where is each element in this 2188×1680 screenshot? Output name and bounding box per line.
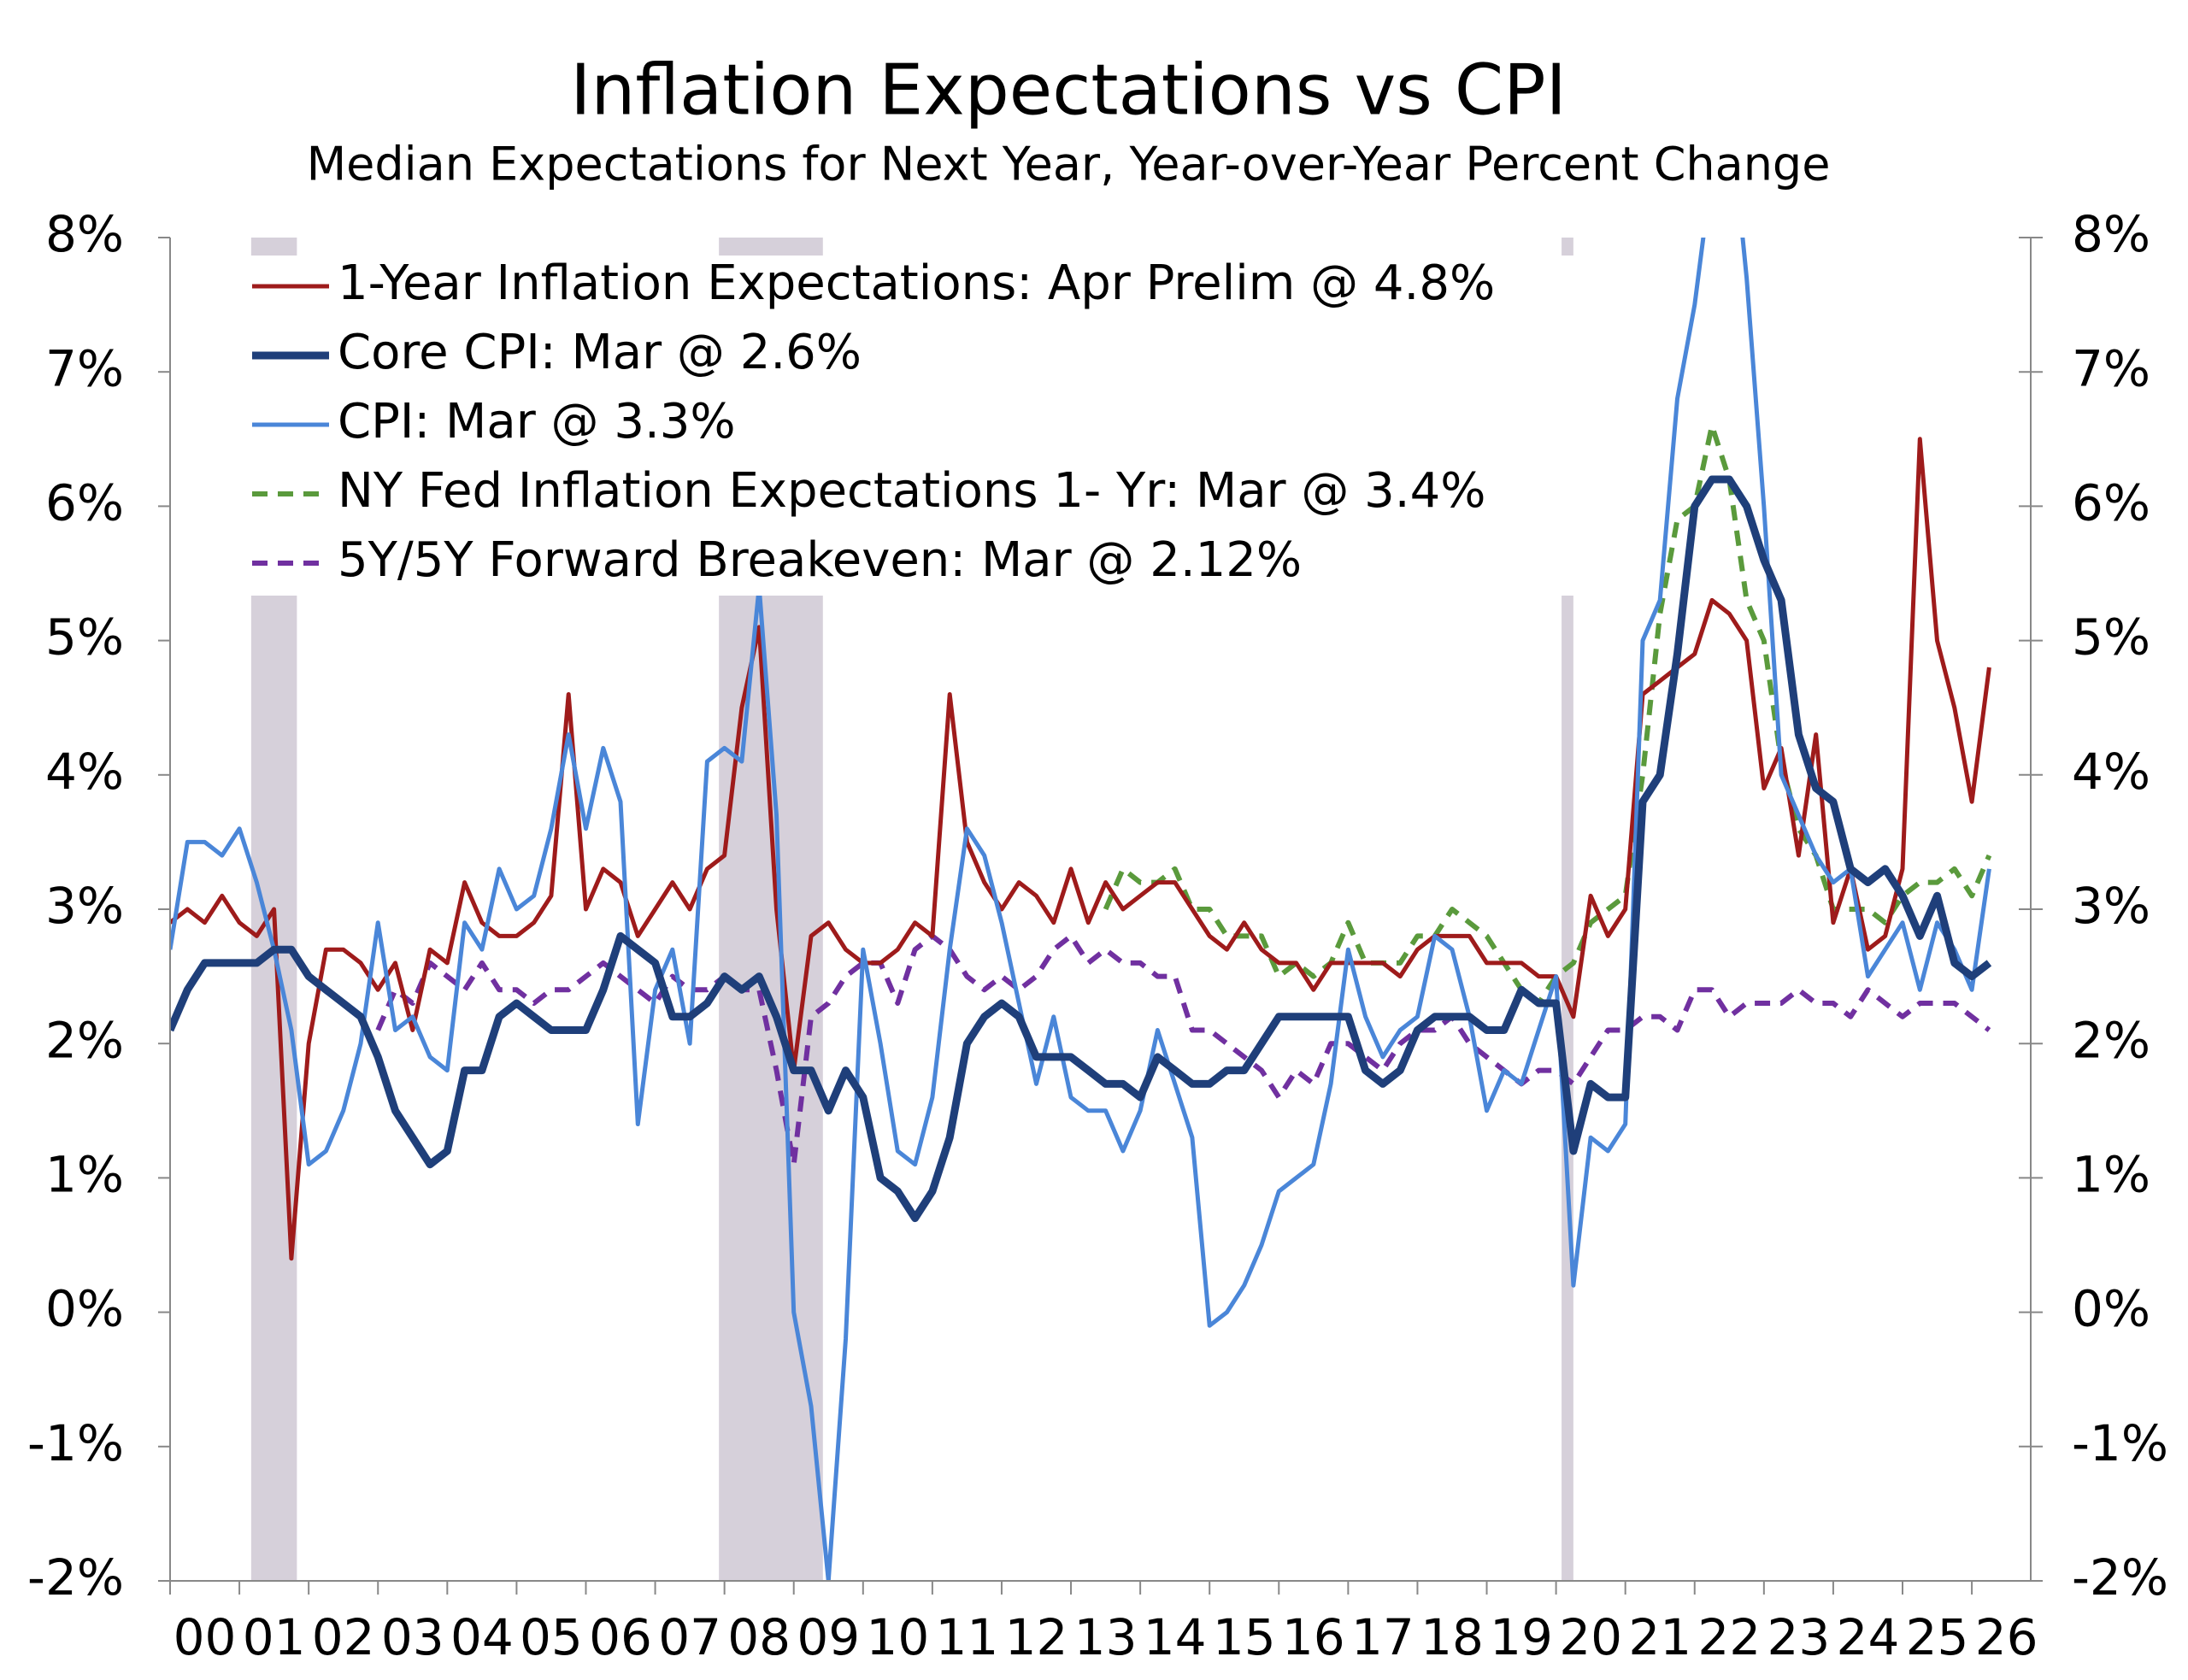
x-tick-label: 03 — [381, 1608, 444, 1666]
y2-tick-label: 2% — [2072, 1011, 2150, 1069]
x-tick-label: 21 — [1628, 1608, 1691, 1666]
x-tick-label: 20 — [1559, 1608, 1622, 1666]
series-line — [375, 933, 1991, 1167]
chart-title: Inflation Expectations vs CPI — [570, 50, 1567, 131]
series-line — [170, 437, 1991, 1261]
chart-subtitle: Median Expectations for Next Year, Year-… — [307, 138, 1831, 191]
x-tick-label: 04 — [450, 1608, 514, 1666]
legend-background — [244, 256, 1577, 596]
legend-label: 1-Year Inflation Expectations: Apr Preli… — [338, 256, 1495, 311]
legend-label: Core CPI: Mar @ 2.6% — [338, 325, 862, 380]
x-tick-label: 11 — [936, 1608, 999, 1666]
legend-label: 5Y/5Y Forward Breakeven: Mar @ 2.12% — [338, 532, 1302, 588]
y-tick-label: 2% — [45, 1011, 124, 1069]
x-tick-label: 15 — [1213, 1608, 1276, 1666]
y-tick-label: -1% — [27, 1414, 124, 1472]
y2-tick-label: 8% — [2072, 205, 2150, 263]
x-tick-label: 14 — [1144, 1608, 1207, 1666]
x-tick-label: 18 — [1420, 1608, 1484, 1666]
y2-tick-label: -2% — [2072, 1548, 2168, 1607]
y-tick-label: 3% — [45, 877, 124, 935]
x-tick-label: 13 — [1074, 1608, 1138, 1666]
y-tick-label: 4% — [45, 743, 124, 801]
x-tick-label: 22 — [1697, 1608, 1761, 1666]
x-tick-label: 00 — [174, 1608, 237, 1666]
x-tick-label: 06 — [589, 1608, 652, 1666]
legend: 1-Year Inflation Expectations: Apr Preli… — [244, 256, 1577, 596]
y-tick-label: 0% — [45, 1280, 124, 1338]
x-tick-label: 25 — [1906, 1608, 1969, 1666]
y-tick-label: 6% — [45, 474, 124, 532]
y2-tick-label: 0% — [2072, 1280, 2150, 1338]
y-tick-label: 8% — [45, 205, 124, 263]
y2-tick-label: 3% — [2072, 877, 2150, 935]
legend-label: CPI: Mar @ 3.3% — [338, 394, 736, 449]
line-layer — [170, 238, 1992, 1581]
y-tick-label: -2% — [27, 1548, 124, 1607]
y2-tick-label: 1% — [2072, 1146, 2150, 1204]
series-line — [170, 475, 1992, 1223]
x-tick-label: 08 — [727, 1608, 791, 1666]
axes: 8% 7% 6% 5% 4% 3% 2% 1% 0% -1% -2% 8% 7% 6% 5% 4% 3% 2% 1%… — [27, 205, 2168, 1666]
x-tick-label: 23 — [1767, 1608, 1830, 1666]
x-tick-label: 02 — [312, 1608, 375, 1666]
x-tick-label: 05 — [520, 1608, 583, 1666]
x-tick-label: 19 — [1490, 1608, 1553, 1666]
x-tick-label: 09 — [797, 1608, 860, 1666]
x-tick-label: 07 — [658, 1608, 721, 1666]
y2-tick-label: 5% — [2072, 608, 2150, 667]
y2-tick-label: -1% — [2072, 1414, 2168, 1472]
y-tick-label: 1% — [45, 1146, 124, 1204]
x-tick-label: 24 — [1837, 1608, 1900, 1666]
series-line — [170, 238, 1991, 1581]
y-tick-label: 7% — [45, 339, 124, 397]
y-tick-label: 5% — [45, 608, 124, 667]
y2-tick-label: 6% — [2072, 474, 2150, 532]
y2-tick-label: 7% — [2072, 339, 2150, 397]
legend-label: NY Fed Inflation Expectations 1- Yr: Mar… — [338, 463, 1485, 519]
y2-tick-label: 4% — [2072, 743, 2150, 801]
x-tick-label: 01 — [243, 1608, 306, 1666]
x-tick-label: 10 — [866, 1608, 929, 1666]
x-tick-label: 26 — [1975, 1608, 2038, 1666]
x-tick-label: 16 — [1282, 1608, 1345, 1666]
x-tick-label: 17 — [1351, 1608, 1415, 1666]
x-tick-label: 12 — [1005, 1608, 1068, 1666]
